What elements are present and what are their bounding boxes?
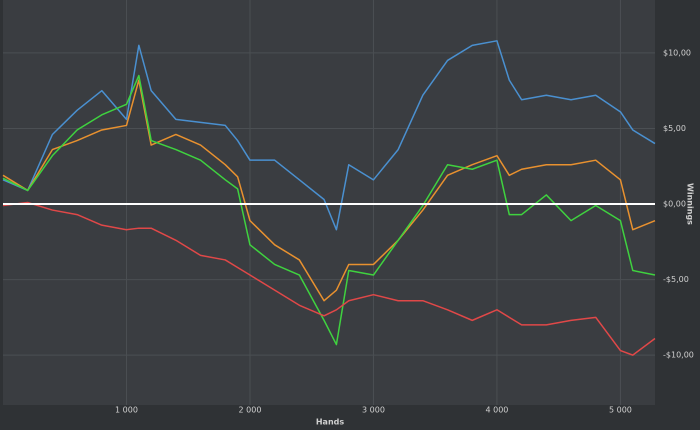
x-axis-label: Hands	[316, 418, 345, 427]
series-line	[2, 201, 656, 356]
plot-area	[3, 0, 655, 405]
x-tick-label: 2 000	[239, 406, 262, 415]
series-line	[2, 74, 656, 346]
series-line	[2, 79, 656, 302]
x-tick-label: 4 000	[485, 406, 508, 415]
y-tick-label: $0,00	[663, 200, 686, 209]
y-axis-label: Winnings	[686, 183, 695, 225]
y-tick-label: -$10,00	[663, 351, 694, 360]
y-tick-label: $5,00	[663, 124, 686, 133]
y-tick-label: $10,00	[663, 48, 691, 57]
x-tick-label: 5 000	[609, 406, 632, 415]
y-tick-label: -$5,00	[663, 275, 689, 284]
x-tick-label: 1 000	[115, 406, 138, 415]
x-tick-label: 3 000	[362, 406, 385, 415]
series-line	[2, 40, 656, 231]
